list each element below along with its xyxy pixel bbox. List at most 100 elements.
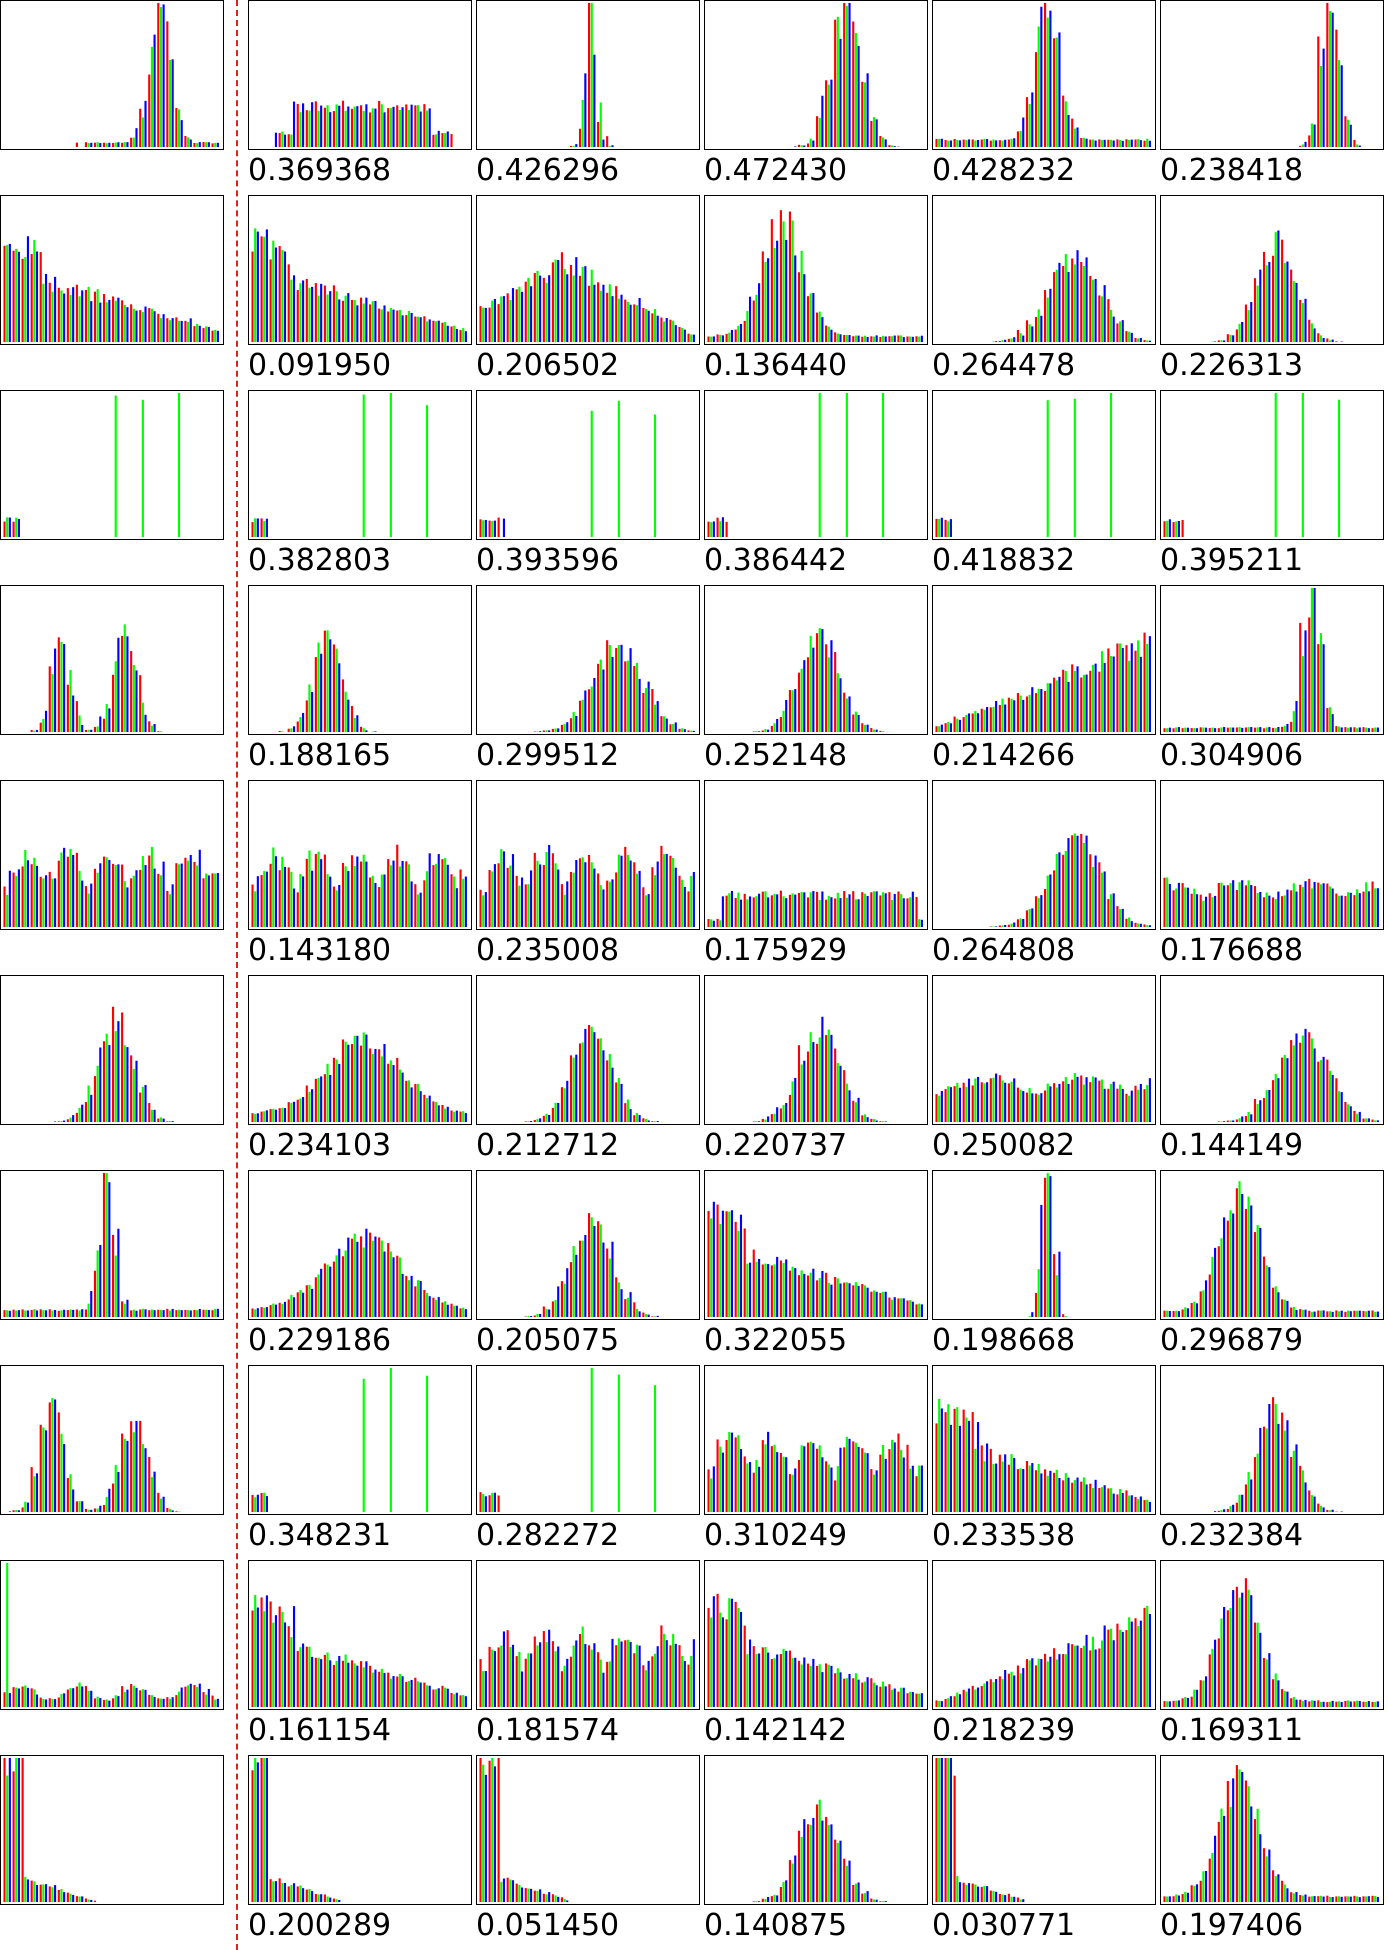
histogram-bar — [900, 1449, 903, 1513]
histogram-bar — [1229, 727, 1232, 733]
histogram-bar — [1250, 727, 1253, 733]
histogram-bar — [593, 1226, 596, 1318]
histogram-bar — [502, 1878, 506, 1903]
histogram-bar — [906, 898, 909, 928]
histogram-bar — [69, 1309, 72, 1318]
histogram-bar — [39, 876, 42, 928]
similarity-score: 0.212712 — [476, 1128, 620, 1163]
histogram-bar — [764, 729, 767, 733]
histogram-bar — [752, 1472, 755, 1513]
histogram-bar — [344, 110, 347, 148]
histogram-bar — [1335, 1896, 1338, 1903]
histogram-bar — [175, 108, 178, 148]
histogram-bar — [1091, 1488, 1095, 1513]
histogram-bar — [800, 1836, 803, 1903]
histogram-bar — [332, 1057, 335, 1123]
histogram-bar — [175, 863, 178, 928]
histogram-bar — [518, 885, 521, 928]
histogram-bar — [906, 1444, 909, 1513]
histogram-bar — [90, 142, 93, 148]
histogram-bar — [168, 320, 172, 343]
histogram-bar — [761, 1118, 764, 1123]
histogram-bar — [761, 891, 764, 928]
histogram-bar — [953, 1775, 956, 1903]
histogram-bar — [1247, 1111, 1250, 1123]
histogram-bar — [1082, 842, 1085, 928]
histogram-bar — [69, 848, 72, 928]
histogram-bar — [719, 920, 722, 928]
histogram-bar — [707, 1607, 710, 1708]
histogram-bar — [949, 723, 952, 733]
histogram-bar — [1091, 664, 1095, 733]
histogram-bar — [1220, 727, 1223, 733]
histogram-bar — [353, 718, 356, 733]
histogram-bar — [581, 699, 584, 733]
histogram-bar — [752, 1121, 755, 1123]
histogram-bar — [12, 872, 15, 928]
histogram-bar — [1265, 727, 1268, 733]
histogram-bar — [1019, 130, 1022, 148]
query-histogram — [0, 585, 224, 735]
histogram-bar — [944, 1698, 947, 1708]
histogram-bar — [956, 140, 959, 148]
histogram-bar — [84, 289, 87, 343]
histogram-bar — [620, 1289, 623, 1318]
histogram-bar — [108, 1182, 111, 1318]
histogram-bar — [335, 104, 338, 148]
histogram-bar — [96, 872, 99, 928]
histogram-bar — [387, 1243, 390, 1318]
histogram-bar — [1335, 893, 1338, 928]
histogram-bar — [834, 1839, 837, 1903]
histogram-bar — [949, 519, 952, 538]
histogram-bar — [1344, 1896, 1347, 1903]
histogram-bar — [479, 889, 482, 928]
histogram-bar — [130, 878, 133, 928]
histogram-bar — [1253, 1819, 1257, 1903]
histogram-bar — [866, 73, 869, 148]
histogram-bar — [428, 1095, 431, 1123]
histogram-bar — [1299, 1894, 1302, 1903]
histogram — [989, 833, 1151, 928]
histogram-bar — [854, 899, 857, 928]
histogram-bar — [1128, 917, 1131, 928]
histogram-bar — [1292, 1696, 1295, 1708]
histogram-bar — [410, 1679, 413, 1708]
histogram-bar — [105, 1699, 108, 1708]
histogram-bar — [338, 299, 341, 343]
histogram-bar — [633, 1115, 636, 1123]
histogram-bar — [635, 1644, 639, 1708]
histogram-bar — [389, 108, 392, 148]
histogram-bar — [539, 864, 542, 928]
histogram-bar — [189, 318, 192, 343]
histogram-bar — [1304, 630, 1307, 733]
histogram-bar — [260, 236, 263, 343]
histogram-bar — [344, 1250, 347, 1318]
histogram-bar — [651, 313, 654, 343]
histogram-bar — [575, 715, 578, 733]
histogram-bar — [624, 661, 627, 733]
histogram-bar — [1049, 1086, 1052, 1123]
histogram-bar — [1253, 1099, 1257, 1123]
result-histogram — [476, 585, 700, 735]
histogram-bar — [663, 1633, 666, 1708]
histogram-bar — [893, 1442, 896, 1513]
histogram-bar — [836, 1842, 839, 1903]
histogram-bar — [114, 865, 117, 928]
histogram-bar — [690, 334, 693, 343]
histogram-bar — [809, 1824, 812, 1903]
histogram-bar — [663, 716, 666, 733]
histogram-bar — [1022, 1899, 1025, 1903]
histogram-bar — [551, 1641, 554, 1708]
histogram-bar — [737, 325, 740, 343]
histogram-bar — [1067, 1083, 1070, 1123]
histogram-bar — [1146, 925, 1149, 928]
histogram-bar — [1253, 1232, 1257, 1318]
histogram-bar — [1337, 1091, 1341, 1123]
histogram-bar — [866, 1117, 869, 1123]
histogram-bar — [911, 1692, 914, 1708]
histogram-bar — [602, 1050, 605, 1123]
histogram-bar — [1121, 908, 1124, 928]
histogram-bar — [139, 869, 142, 928]
histogram-bar — [102, 1699, 106, 1708]
histogram-bar — [710, 1218, 713, 1318]
